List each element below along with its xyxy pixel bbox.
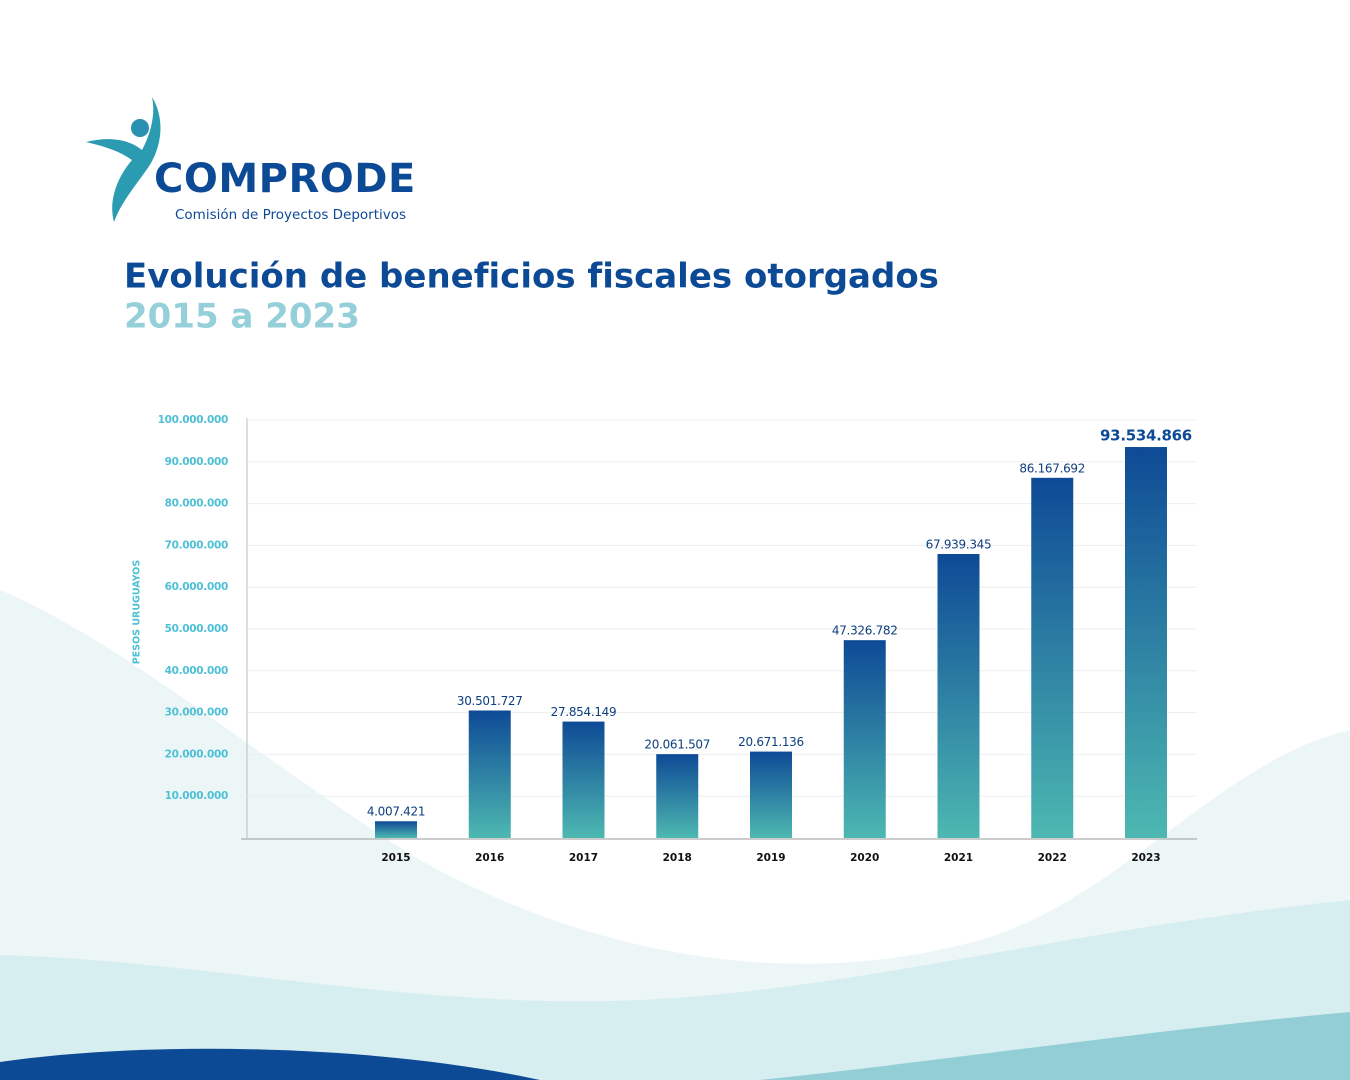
- x-tick-label: 2023: [1131, 852, 1160, 864]
- value-label: 47.326.782: [832, 624, 898, 638]
- bar: [375, 821, 417, 838]
- value-label: 20.671.136: [738, 735, 804, 749]
- chart-subtitle: 2015 a 2023: [124, 297, 360, 337]
- x-tick-label: 2017: [569, 852, 598, 864]
- bar: [562, 721, 605, 838]
- y-tick-label: 50.000.000: [165, 623, 228, 635]
- value-label: 93.534.866: [1100, 427, 1192, 445]
- chart-title: Evolución de beneficios fiscales otorgad…: [124, 257, 939, 297]
- wave: [0, 1048, 540, 1080]
- y-tick-label: 30.000.000: [165, 707, 228, 719]
- value-label: 4.007.421: [367, 805, 425, 819]
- logo-tagline: Comisión de Proyectos Deportivos: [175, 207, 406, 223]
- value-label: 86.167.692: [1019, 461, 1085, 475]
- y-tick-label: 70.000.000: [165, 539, 228, 551]
- y-axis-label: PESOS URUGUAYOS: [132, 560, 143, 665]
- x-tick-label: 2019: [756, 852, 785, 864]
- wave: [760, 1012, 1350, 1080]
- y-tick-label: 20.000.000: [165, 748, 228, 760]
- x-tick-label: 2022: [1038, 852, 1067, 864]
- x-tick-label: 2018: [663, 852, 692, 864]
- logo: COMPRODE Comisión de Proyectos Deportivo…: [86, 97, 416, 223]
- logo-figure: [86, 97, 161, 222]
- bar: [843, 640, 886, 838]
- y-tick-label: 10.000.000: [165, 790, 228, 802]
- x-tick-label: 2021: [944, 852, 973, 864]
- wave: [0, 900, 1350, 1080]
- value-label: 20.061.507: [644, 738, 710, 752]
- bar: [750, 751, 792, 838]
- y-tick-label: 90.000.000: [165, 456, 228, 468]
- bar: [468, 710, 511, 838]
- y-tick-label: 40.000.000: [165, 665, 228, 677]
- bar: [937, 554, 980, 838]
- value-label: 27.854.149: [551, 705, 617, 719]
- y-tick-label: 100.000.000: [158, 414, 228, 426]
- x-tick-label: 2015: [381, 852, 410, 864]
- value-label: 67.939.345: [926, 538, 992, 552]
- logo-name: COMPRODE: [154, 156, 416, 202]
- y-tick-label: 80.000.000: [165, 498, 228, 510]
- x-tick-label: 2020: [850, 852, 879, 864]
- bar: [656, 754, 699, 838]
- x-tick-label: 2016: [475, 852, 504, 864]
- bar: [1031, 477, 1074, 838]
- bar: [1125, 447, 1167, 838]
- y-tick-label: 60.000.000: [165, 581, 228, 593]
- value-label: 30.501.727: [457, 694, 523, 708]
- logo-head: [131, 119, 149, 137]
